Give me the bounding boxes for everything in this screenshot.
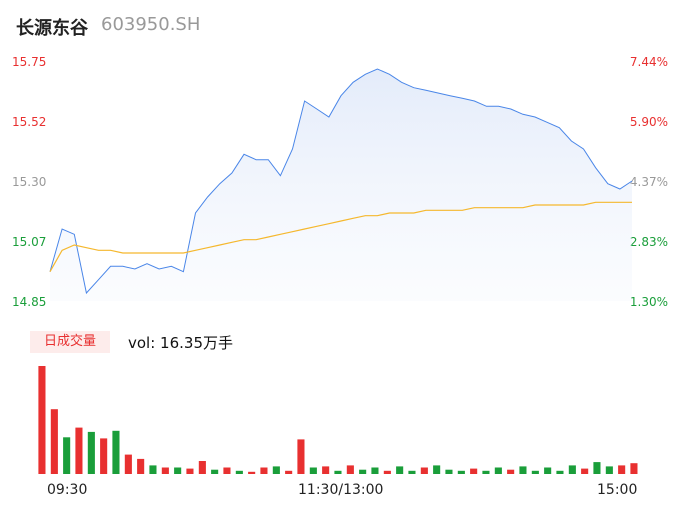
volume-bar — [223, 467, 231, 474]
price-label-5: 14.85 — [12, 295, 47, 309]
volume-bar — [87, 431, 95, 474]
volume-bar — [519, 466, 527, 474]
volume-bar — [174, 467, 182, 474]
volume-bar — [198, 461, 206, 474]
price-label-3: 15.30 — [12, 175, 47, 189]
volume-bar — [544, 467, 552, 474]
volume-bar — [618, 465, 626, 474]
pct-label-5: 1.30% — [629, 295, 668, 309]
volume-bar — [100, 438, 108, 474]
volume-bar — [445, 469, 453, 474]
volume-bar — [137, 458, 145, 474]
volume-bar — [235, 470, 243, 474]
volume-bar — [334, 470, 342, 474]
volume-bar — [531, 470, 539, 474]
time-label-midday: 11:30/13:00 — [298, 482, 384, 498]
volume-bar — [359, 469, 367, 474]
pct-label-4: 2.83% — [629, 235, 668, 249]
time-label-close: 15:00 — [597, 482, 638, 498]
volume-bar — [75, 427, 83, 474]
price-label-2: 15.52 — [12, 115, 47, 129]
volume-bar — [38, 366, 46, 474]
volume-bar — [396, 466, 404, 474]
volume-bar — [457, 470, 465, 474]
volume-bar — [322, 466, 330, 474]
volume-bar — [346, 465, 354, 474]
volume-bar — [470, 468, 478, 474]
volume-bar — [593, 462, 601, 474]
volume-bar — [248, 471, 256, 474]
volume-bar — [420, 467, 428, 474]
volume-badge[interactable]: 日成交量 — [30, 331, 110, 353]
volume-bar — [371, 467, 379, 474]
volume-bar — [112, 430, 120, 474]
volume-bar — [50, 409, 58, 474]
volume-summary: vol: 16.35万手 — [128, 334, 233, 352]
volume-bar — [272, 466, 280, 474]
stock-code: 603950.SH — [101, 14, 201, 35]
volume-bar — [482, 470, 490, 474]
volume-bar — [309, 467, 317, 474]
time-label-open: 09:30 — [47, 482, 88, 498]
price-area-fill — [50, 69, 632, 301]
average-price-line — [49, 201, 632, 272]
volume-bar — [630, 463, 638, 474]
volume-bar — [285, 470, 293, 474]
volume-bar — [260, 467, 268, 474]
price-line — [49, 68, 633, 295]
volume-bar — [494, 467, 502, 474]
price-label-4: 15.07 — [12, 235, 47, 249]
price-label-1: 15.75 — [12, 55, 47, 69]
volume-bar — [581, 468, 589, 474]
volume-bar — [568, 465, 576, 474]
volume-bar — [186, 468, 194, 474]
pct-label-3: 4.37% — [629, 175, 668, 189]
volume-bar — [383, 470, 391, 474]
volume-bar — [211, 469, 219, 474]
volume-bar — [408, 470, 416, 474]
stock-name: 长源东谷 — [16, 18, 88, 39]
volume-bar — [507, 469, 515, 474]
volume-bar — [63, 437, 71, 474]
volume-bar — [605, 466, 613, 474]
volume-bar — [161, 467, 169, 474]
volume-bars — [38, 366, 638, 474]
volume-bar — [124, 454, 132, 474]
volume-bar — [433, 465, 441, 474]
pct-label-1: 7.44% — [629, 55, 668, 69]
volume-bar — [297, 439, 305, 474]
volume-bar — [556, 470, 564, 474]
volume-bar — [149, 465, 157, 474]
pct-label-2: 5.90% — [629, 115, 668, 129]
